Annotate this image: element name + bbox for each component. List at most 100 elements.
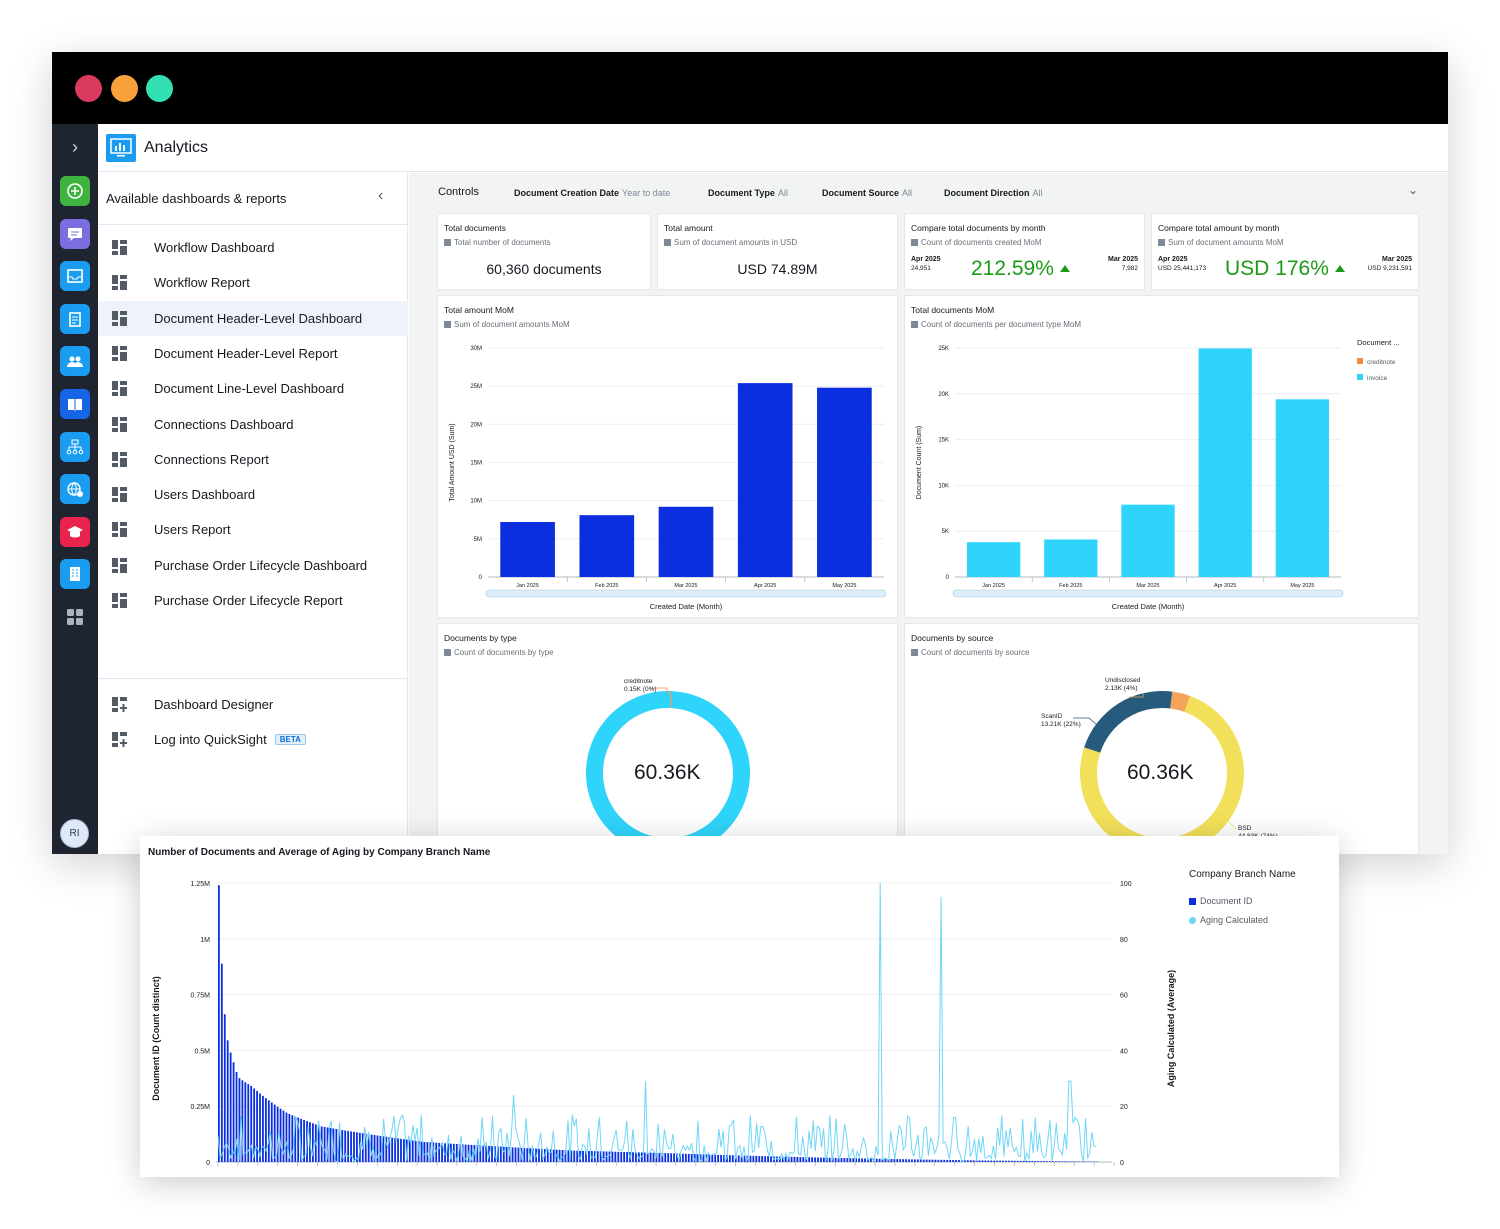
- app-window: › RI Analytics Available dashboards & re…: [52, 52, 1448, 854]
- sidebar-item-workflow-report[interactable]: Workflow Report: [98, 265, 408, 300]
- sidebar-item-label: Users Dashboard: [154, 487, 256, 503]
- y-tick-label: 20K: [938, 392, 949, 398]
- bar-document-id: [990, 1160, 993, 1162]
- minimize-window-button[interactable]: [111, 75, 138, 102]
- filter-document-type[interactable]: Document Type All: [708, 188, 788, 198]
- bar-document-id: [667, 1153, 670, 1162]
- x-tick-label: Feb 2025: [1059, 583, 1082, 589]
- expand-rail-chevron-icon[interactable]: ›: [72, 136, 78, 157]
- bar-document-id: [749, 1155, 752, 1162]
- range-scrollbar: [485, 589, 887, 598]
- sidebar-item-document-header-level-report[interactable]: Document Header-Level Report: [98, 336, 408, 371]
- globe-settings-icon[interactable]: [60, 474, 90, 505]
- y-tick-label: 15M: [470, 461, 482, 467]
- user-avatar[interactable]: RI: [60, 819, 89, 848]
- bar-document-id: [896, 1159, 899, 1162]
- bar-document-id: [291, 1115, 294, 1162]
- dashboard-grid-icon: [112, 593, 127, 608]
- bar-document-id: [270, 1102, 273, 1162]
- bar-document-id: [726, 1155, 728, 1162]
- filter-document-creation-date[interactable]: Document Creation Date Year to date: [514, 188, 671, 198]
- bar-document-id: [567, 1150, 570, 1162]
- bar-document-id: [335, 1128, 338, 1162]
- bar-document-id: [397, 1138, 399, 1162]
- bar-feb-2025: [579, 515, 635, 577]
- card-title: Compare total documents by month: [911, 223, 1046, 233]
- legend-item-aging[interactable]: Aging Calculated: [1189, 915, 1268, 925]
- bar-document-id: [226, 1040, 229, 1162]
- sidebar-tool-log-into-quicksight[interactable]: Log into QuickSight BETA: [98, 722, 408, 757]
- increase-arrow-icon: [1334, 265, 1345, 272]
- building-icon[interactable]: [60, 559, 90, 590]
- bar-document-id: [914, 1159, 916, 1162]
- maximize-window-button[interactable]: [146, 75, 173, 102]
- bar-document-id: [1025, 1160, 1028, 1162]
- book-icon[interactable]: [60, 389, 90, 419]
- org-chart-icon[interactable]: [60, 431, 90, 462]
- users-icon[interactable]: [60, 346, 90, 377]
- bar-document-id: [817, 1157, 819, 1162]
- sidebar-item-purchase-order-lifecycle-dashboard[interactable]: Purchase Order Lifecycle Dashboard: [98, 548, 408, 583]
- sidebar-item-purchase-order-lifecycle-report[interactable]: Purchase Order Lifecycle Report: [98, 583, 408, 618]
- y-axis-label-right: Aging Calculated (Average): [1166, 970, 1176, 1087]
- card-subtitle: Count of documents per document type MoM: [911, 320, 1081, 329]
- bar-document-id: [370, 1134, 373, 1162]
- clipboard-icon[interactable]: [60, 303, 90, 334]
- sidebar-item-connections-report[interactable]: Connections Report: [98, 442, 408, 477]
- filter-document-direction[interactable]: Document Direction All: [944, 188, 1043, 198]
- sidebar-item-document-line-level-dashboard[interactable]: Document Line-Level Dashboard: [98, 371, 408, 406]
- bar-document-id: [585, 1150, 587, 1162]
- card-subtitle: Sum of document amounts in USD: [664, 238, 797, 247]
- bar-document-id: [367, 1134, 370, 1162]
- card-subtitle: Count of documents by source: [911, 648, 1030, 657]
- bar-document-id: [546, 1149, 549, 1162]
- sidebar-item-users-dashboard[interactable]: Users Dashboard: [98, 477, 408, 512]
- graduation-cap-icon[interactable]: [60, 516, 90, 547]
- bar-document-id: [267, 1100, 270, 1162]
- bar-document-id: [552, 1149, 555, 1162]
- bar-document-id: [523, 1147, 526, 1162]
- bar-document-id: [1022, 1160, 1025, 1162]
- expand-controls-chevron-icon[interactable]: ⌄: [1407, 183, 1418, 197]
- bar-document-id: [963, 1160, 966, 1162]
- chat-icon[interactable]: [60, 218, 90, 249]
- y-tick-label-right: 0: [1120, 1160, 1124, 1167]
- bar-document-id: [532, 1148, 535, 1162]
- bar-document-id: [693, 1154, 696, 1162]
- bar-document-id: [288, 1113, 291, 1162]
- bar-document-id: [893, 1159, 896, 1162]
- bar-document-id: [411, 1140, 414, 1162]
- kpi-left: Apr 2025 24,951: [911, 256, 941, 272]
- kpi-change: USD 176%: [1225, 257, 1345, 281]
- bar-document-id: [1052, 1161, 1054, 1162]
- sidebar-item-users-report[interactable]: Users Report: [98, 512, 408, 547]
- sidebar-tool-dashboard-designer[interactable]: Dashboard Designer: [98, 687, 408, 722]
- legend-item-document-id[interactable]: Document ID: [1189, 896, 1253, 906]
- dashboard-grid-icon: [112, 345, 127, 361]
- x-tick-label: Apr 2025: [1214, 583, 1236, 589]
- close-window-button[interactable]: [75, 75, 102, 102]
- bar-document-id: [573, 1150, 576, 1162]
- bar-document-id: [743, 1155, 746, 1162]
- x-axis-label: Created Date (Month): [1112, 602, 1185, 611]
- sidebar-item-document-header-level-dashboard[interactable]: Document Header-Level Dashboard: [98, 300, 408, 336]
- bar-document-id: [614, 1151, 617, 1162]
- controls-title: Controls: [438, 186, 479, 198]
- sidebar-item-connections-dashboard[interactable]: Connections Dashboard: [98, 407, 408, 442]
- bar-document-id: [981, 1160, 984, 1162]
- bar-document-id: [232, 1062, 235, 1162]
- inbox-icon[interactable]: [60, 261, 90, 292]
- range-scrollbar: [952, 589, 1344, 598]
- y-tick-label-left: 0.25M: [191, 1104, 211, 1111]
- sidebar-item-workflow-dashboard[interactable]: Workflow Dashboard: [98, 230, 408, 265]
- line-aging-calculated: [217, 882, 1097, 1164]
- add-icon[interactable]: [60, 176, 90, 206]
- filter-document-source[interactable]: Document Source All: [822, 188, 913, 198]
- bar-document-id: [958, 1160, 960, 1162]
- bar-document-id: [781, 1156, 784, 1162]
- apps-grid-icon[interactable]: [60, 602, 90, 632]
- sidebar-item-label: Purchase Order Lifecycle Dashboard: [154, 557, 368, 573]
- collapse-sidebar-chevron-icon[interactable]: ‹: [378, 187, 384, 204]
- dashboard-grid-icon: [112, 416, 127, 432]
- bar-document-id: [632, 1152, 634, 1162]
